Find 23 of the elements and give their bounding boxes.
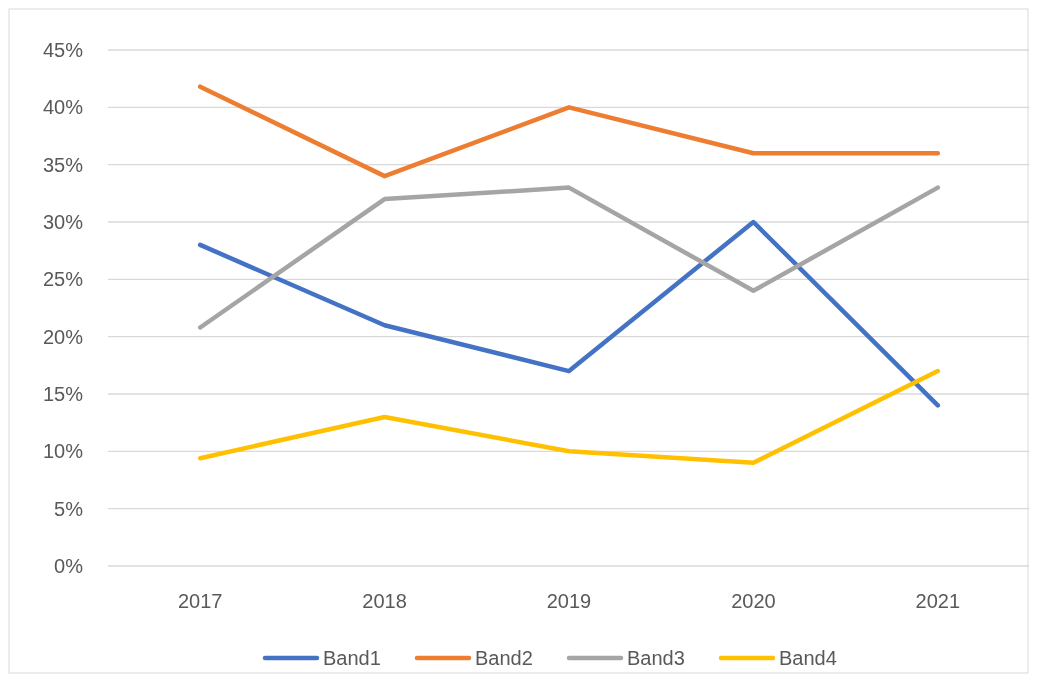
y-tick-label: 40% [42, 96, 84, 119]
x-tick-label: 2019 [546, 590, 592, 612]
legend-label: Band2 [475, 647, 533, 669]
y-tick-label: 15% [42, 383, 84, 405]
line-series [197, 84, 941, 179]
x-tick-label: 2021 [915, 590, 961, 612]
y-tick-label: 20% [42, 325, 84, 348]
y-tick-label: 30% [42, 211, 84, 233]
x-tick-label: 2017 [177, 590, 223, 612]
y-tick-label: 45% [42, 39, 84, 61]
line-series [197, 368, 941, 466]
y-tick-label: 35% [42, 153, 84, 176]
y-tick-label: 5% [54, 497, 84, 520]
line-series [197, 185, 941, 330]
y-tick-label: 0% [54, 555, 84, 577]
legend-label: Band4 [779, 647, 837, 669]
line-series [197, 219, 941, 408]
legend-label: Band3 [627, 647, 685, 669]
x-tick-label: 2020 [731, 590, 776, 612]
y-tick-label: 10% [42, 440, 84, 463]
legend-label: Band1 [323, 647, 381, 669]
y-tick-label: 25% [42, 268, 84, 291]
x-tick-label: 2018 [362, 590, 407, 612]
